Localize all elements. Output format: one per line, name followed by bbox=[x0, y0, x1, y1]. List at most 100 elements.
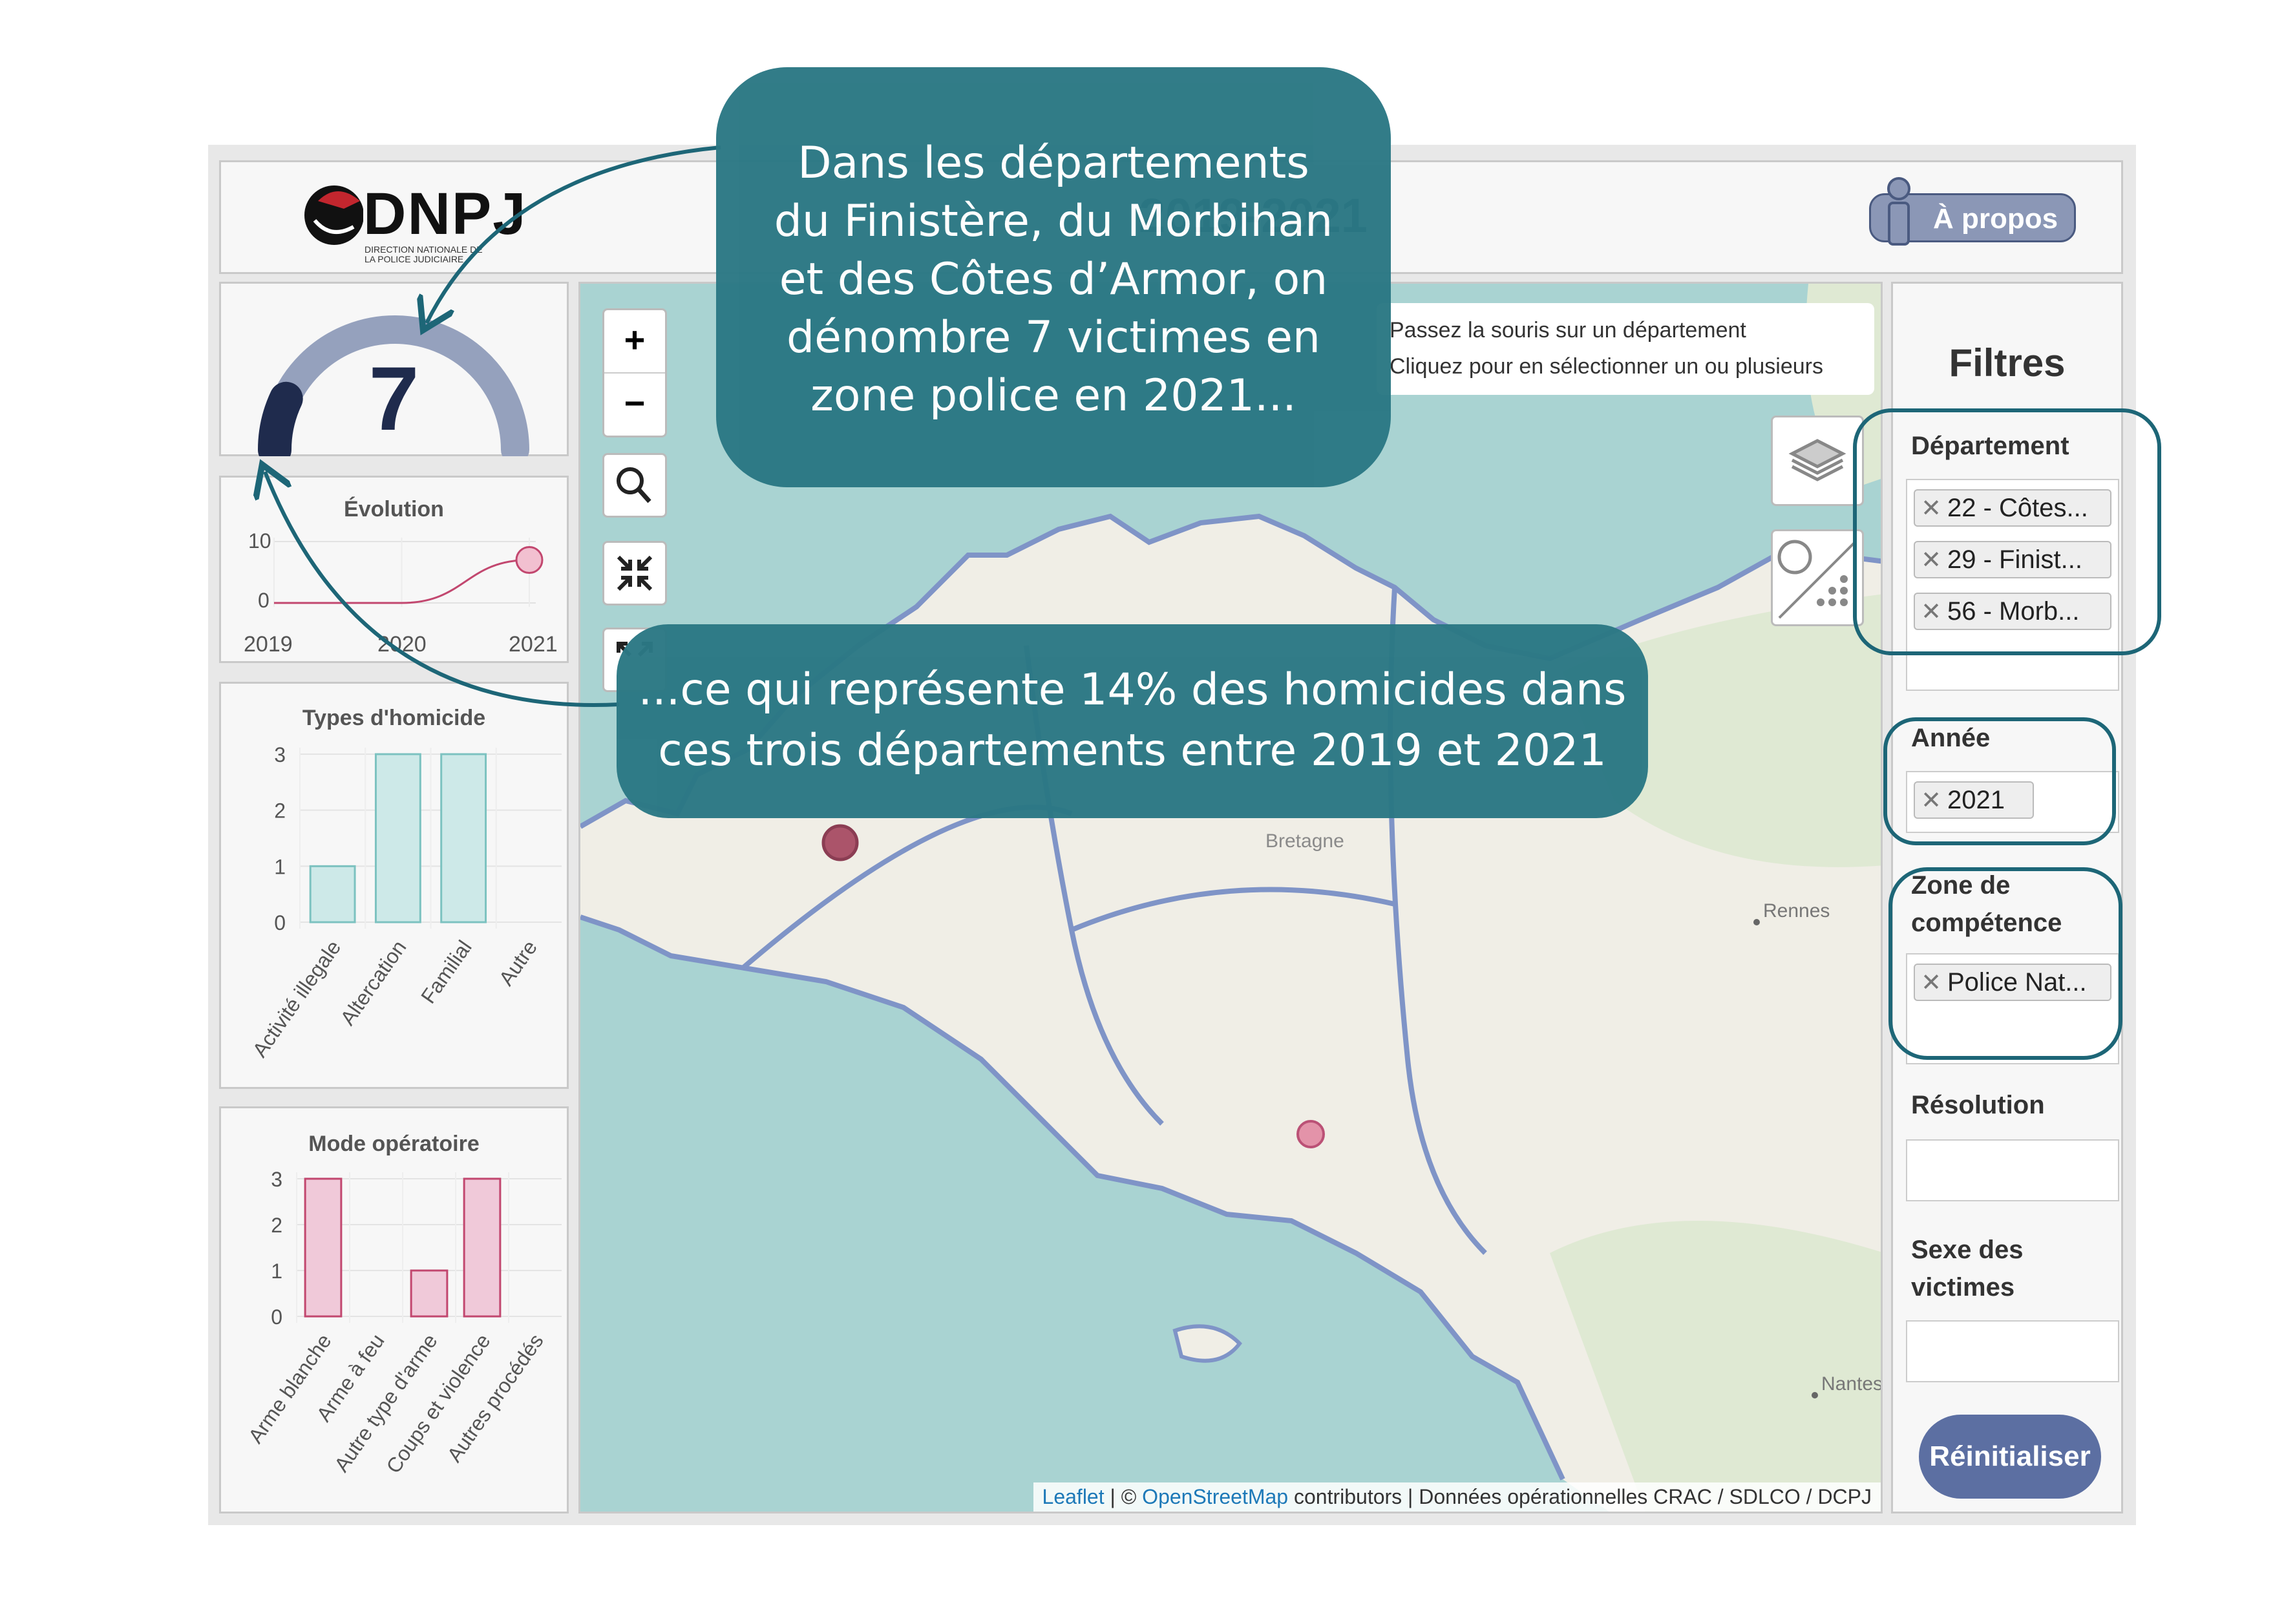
x-tick: Familial bbox=[416, 936, 476, 1007]
zone-label: Zone de compétence bbox=[1911, 867, 2062, 942]
annee-label: Année bbox=[1911, 724, 1991, 752]
evolution-chart: 10 0 2019 2020 2021 bbox=[244, 529, 558, 657]
y-tick: 0 bbox=[274, 911, 286, 934]
y-tick: 3 bbox=[271, 1168, 282, 1191]
highlight-ring-departement bbox=[1853, 408, 2161, 655]
about-button[interactable]: À propos bbox=[1869, 177, 2076, 246]
x-tick: Autres procédés bbox=[443, 1329, 548, 1466]
departement-chip[interactable]: ✕ 56 - Morb... bbox=[1914, 593, 2111, 630]
logo-subtitle: DIRECTION NATIONALE DE LA POLICE JUDICIA… bbox=[365, 244, 483, 264]
about-label: À propos bbox=[1933, 203, 2058, 235]
attribution-sep: | © bbox=[1104, 1485, 1143, 1508]
y-tick: 2 bbox=[271, 1214, 282, 1237]
remove-chip-icon[interactable]: ✕ bbox=[1921, 495, 1941, 522]
belle-ile-island bbox=[1172, 1324, 1242, 1363]
victims-indicator: 7 bbox=[219, 282, 569, 456]
search-icon bbox=[617, 467, 651, 503]
circles-dots-icon bbox=[1777, 540, 1857, 619]
data-point bbox=[515, 546, 544, 574]
bar bbox=[374, 753, 421, 923]
bar bbox=[440, 753, 487, 923]
attribution-text: contributors | Données opérationnelles C… bbox=[1288, 1485, 1872, 1508]
resolution-toggle-button[interactable] bbox=[1771, 529, 1864, 626]
bar bbox=[410, 1269, 449, 1318]
departement-select[interactable]: ✕ 22 - Côtes... ✕ 29 - Finist... ✕ 56 - Mor… bbox=[1906, 479, 2119, 691]
y-tick: 0 bbox=[271, 1305, 282, 1329]
departement-chip[interactable]: ✕ 29 - Finist... bbox=[1914, 541, 2111, 578]
callout-line: du Finistère, du Morbihan bbox=[774, 196, 1333, 247]
remove-chip-icon[interactable]: ✕ bbox=[1921, 547, 1941, 574]
remove-chip-icon[interactable]: ✕ bbox=[1921, 787, 1941, 814]
tooltip-line: Passez la souris sur un département bbox=[1390, 318, 1746, 343]
gauge-fill bbox=[258, 381, 303, 456]
chip-label: 56 - Morb... bbox=[1947, 597, 2080, 626]
types-homicide-title: Types d'homicide bbox=[302, 706, 486, 730]
search-button[interactable] bbox=[602, 453, 667, 518]
city-dot bbox=[1753, 919, 1760, 925]
bar bbox=[309, 865, 356, 923]
y-tick: 10 bbox=[248, 529, 271, 553]
mode-operatoire-title: Mode opératoire bbox=[308, 1132, 480, 1156]
callout-victims-count: Dans les départements du Finistère, du M… bbox=[716, 67, 1391, 487]
annee-select[interactable]: ✕ 2021 bbox=[1906, 771, 2119, 833]
map-attribution: Leaflet | © OpenStreetMap contributors |… bbox=[1033, 1482, 1881, 1512]
sexe-label-line: victimes bbox=[1911, 1273, 2015, 1302]
zone-chip[interactable]: ✕ Police Nat... bbox=[1914, 964, 2111, 1001]
highlight-ring-annee bbox=[1883, 717, 2116, 845]
dnpj-logo: DNPJ DIRECTION NATIONALE DE LA POLICE JU… bbox=[299, 175, 531, 264]
tooltip-line: Cliquez pour en sélectionner un ou plusi… bbox=[1390, 354, 1823, 379]
zoom-out-button[interactable]: − bbox=[624, 383, 646, 423]
info-icon bbox=[1887, 177, 1910, 246]
chip-label: 2021 bbox=[1947, 786, 2005, 814]
collapse-button[interactable] bbox=[602, 541, 667, 606]
x-tick: Altercation bbox=[335, 936, 410, 1029]
filters-panel: Filtres Département ✕ 22 - Côtes... ✕ 29 -… bbox=[1891, 282, 2123, 1513]
incident-marker[interactable] bbox=[1296, 1120, 1325, 1148]
land-green-south bbox=[1550, 1221, 1881, 1512]
resolution-select[interactable] bbox=[1906, 1139, 2119, 1201]
zone-label-line: compétence bbox=[1911, 909, 2062, 937]
callout-line: Dans les départements bbox=[798, 138, 1309, 189]
y-tick: 1 bbox=[271, 1260, 282, 1283]
sexe-select[interactable] bbox=[1906, 1320, 2119, 1382]
leaflet-link[interactable]: Leaflet bbox=[1042, 1485, 1105, 1508]
remove-chip-icon[interactable]: ✕ bbox=[1921, 969, 1941, 997]
resolution-label: Résolution bbox=[1911, 1091, 2045, 1119]
reset-button[interactable]: Réinitialiser bbox=[1919, 1415, 2101, 1499]
chip-label: 29 - Finist... bbox=[1947, 545, 2082, 574]
place-label-rennes: Rennes bbox=[1763, 900, 1830, 922]
callout-line: ...ce qui représente 14% des homicides d… bbox=[638, 664, 1627, 715]
x-tick: 2019 bbox=[244, 632, 293, 657]
y-tick: 3 bbox=[274, 743, 286, 766]
y-tick: 1 bbox=[274, 855, 286, 878]
departement-chip[interactable]: ✕ 22 - Côtes... bbox=[1914, 489, 2111, 527]
zoom-control: + − bbox=[602, 308, 667, 438]
dnpj-emblem-icon bbox=[304, 185, 363, 245]
mode-operatoire-panel: Mode opératoire 3 2 1 0 Arme blanche Arme à f… bbox=[219, 1106, 569, 1513]
layers-button[interactable] bbox=[1771, 416, 1864, 506]
x-tick: 2021 bbox=[509, 632, 558, 657]
osm-link[interactable]: OpenStreetMap bbox=[1142, 1485, 1289, 1508]
place-label-bretagne: Bretagne bbox=[1265, 830, 1344, 852]
filters-title: Filtres bbox=[1949, 341, 2066, 385]
annee-chip[interactable]: ✕ 2021 bbox=[1914, 781, 2034, 819]
chip-label: 22 - Côtes... bbox=[1947, 494, 2088, 522]
x-tick: Arme blanche bbox=[244, 1329, 336, 1447]
city-dot bbox=[1812, 1392, 1818, 1398]
types-homicide-panel: Types d'homicide 3 2 1 0 Activité illegale Al… bbox=[219, 682, 569, 1089]
layers-icon bbox=[1788, 439, 1846, 481]
callout-line: ces trois départements entre 2019 et 202… bbox=[658, 725, 1607, 776]
highlight-ring-zone bbox=[1888, 867, 2122, 1060]
zone-label-line: Zone de bbox=[1911, 871, 2011, 900]
zone-select[interactable]: ✕ Police Nat... bbox=[1906, 953, 2119, 1064]
remove-chip-icon[interactable]: ✕ bbox=[1921, 598, 1941, 626]
map-help-tooltip: Passez la souris sur un département Cliq… bbox=[1377, 303, 1874, 395]
y-tick: 0 bbox=[258, 589, 270, 612]
zoom-in-button[interactable]: + bbox=[604, 310, 665, 374]
bar bbox=[304, 1177, 343, 1318]
sexe-label: Sexe des victimes bbox=[1911, 1231, 2023, 1306]
incident-marker[interactable] bbox=[821, 824, 859, 861]
bar bbox=[463, 1177, 502, 1318]
